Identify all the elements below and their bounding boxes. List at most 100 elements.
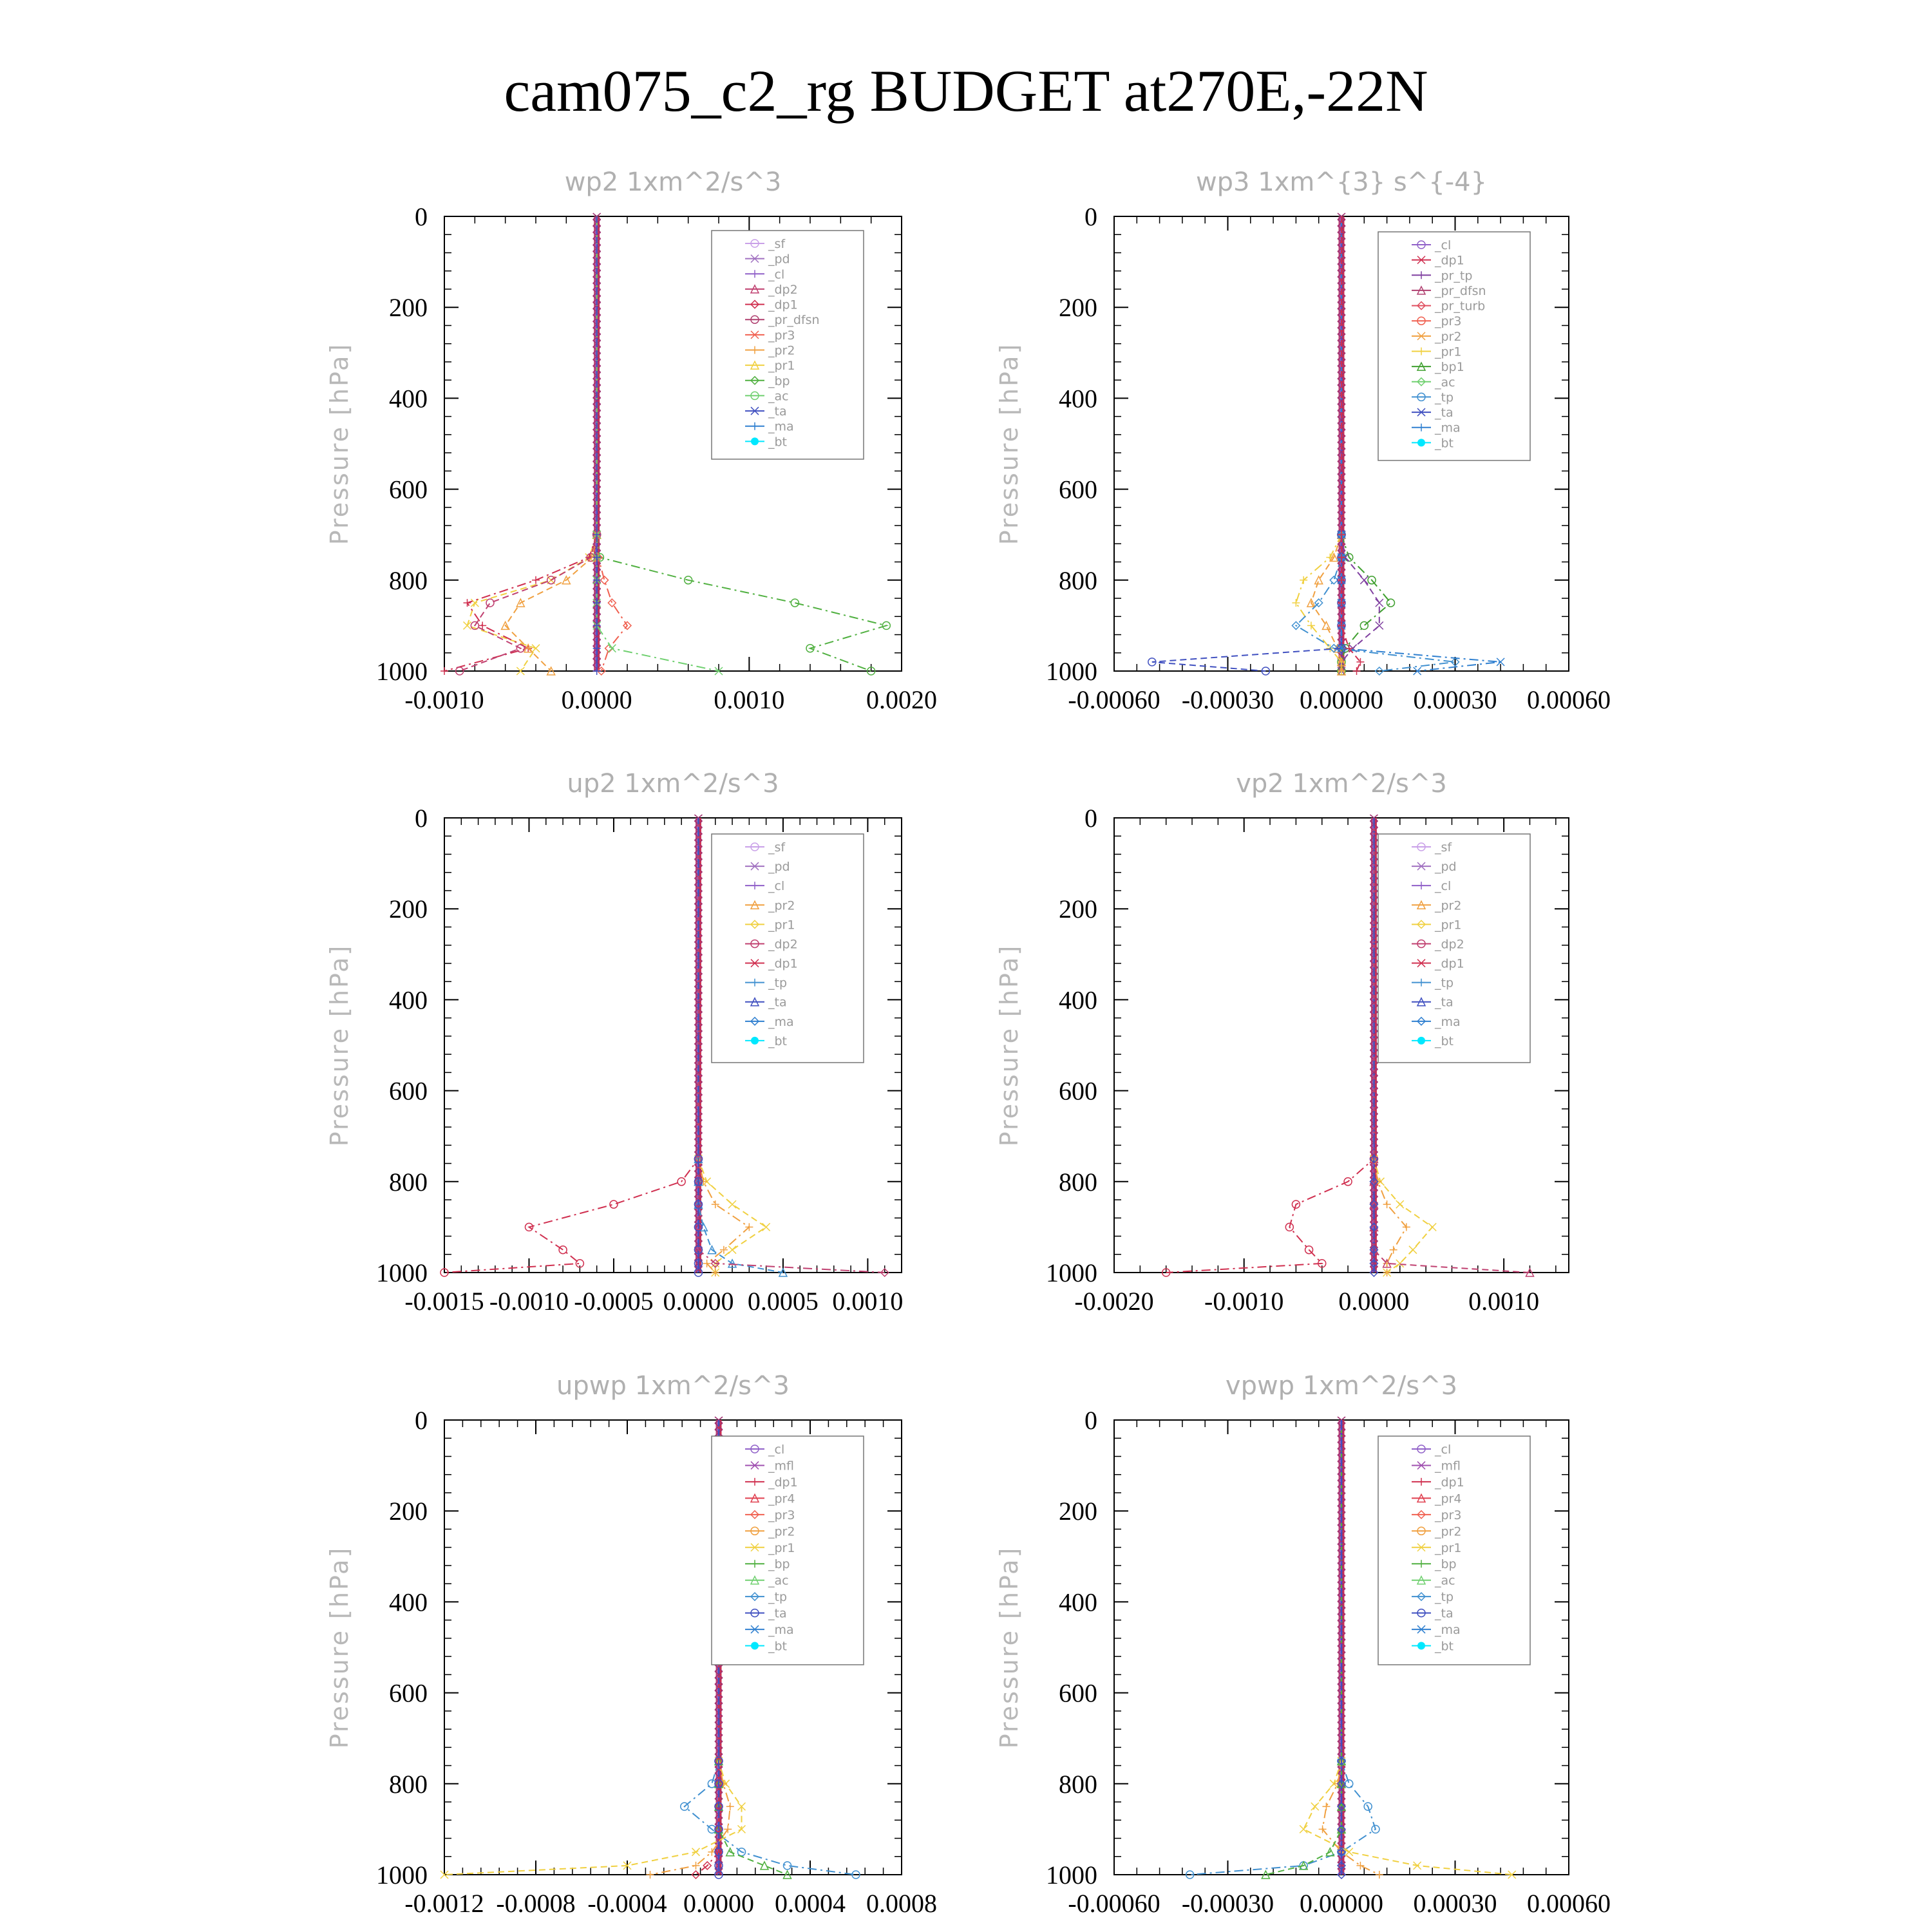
x-tick-label: 0.00030 bbox=[1414, 1889, 1497, 1918]
legend-marker bbox=[750, 1592, 760, 1602]
legend-label: _sf bbox=[768, 840, 786, 855]
y-tick-label: 600 bbox=[1059, 1077, 1097, 1106]
x-tick-label: 0.0010 bbox=[1468, 1287, 1539, 1316]
zero-line-marker bbox=[592, 448, 601, 456]
legend-label: _pr2 bbox=[768, 1524, 795, 1539]
legend-marker bbox=[750, 1016, 760, 1026]
x-tick-label: -0.0005 bbox=[574, 1287, 653, 1316]
panel-title: up2 1xm^2/s^3 bbox=[567, 769, 779, 799]
series-point-_pr2 bbox=[1383, 1259, 1391, 1267]
series-point-_pr1 bbox=[440, 1870, 449, 1879]
legend-marker bbox=[1416, 1575, 1426, 1585]
series-line-_dp1 bbox=[444, 818, 699, 1273]
zero-line-marker bbox=[694, 1266, 703, 1274]
series-point-_pr1 bbox=[691, 1848, 701, 1857]
legend-label: _cl bbox=[768, 879, 784, 893]
legend-label: _pr1 bbox=[1434, 918, 1461, 932]
series-point-_pr2 bbox=[711, 1200, 719, 1209]
zero-line-marker bbox=[1369, 1260, 1378, 1267]
plot-panel-6: vpwp 1xm^2/s^3 Pressure [hPa] 0 200 400 600 80… bbox=[995, 1371, 1611, 1918]
x-tick-label: 0.00060 bbox=[1527, 685, 1611, 714]
legend-marker bbox=[1417, 271, 1425, 279]
legend-label: _dp1 bbox=[768, 1475, 798, 1490]
zero-line-marker bbox=[1337, 1836, 1346, 1844]
y-tick-label: 800 bbox=[1059, 1770, 1097, 1799]
legend-marker bbox=[750, 1625, 759, 1634]
legend-marker bbox=[1417, 1444, 1426, 1454]
series-point-_pr2 bbox=[1356, 1861, 1365, 1870]
legend-marker bbox=[1417, 392, 1426, 402]
series-point-_dp1 bbox=[575, 1259, 585, 1268]
series-point-_ta bbox=[694, 1268, 703, 1277]
y-tick-label: 200 bbox=[1059, 293, 1097, 322]
legend-marker bbox=[750, 1510, 760, 1519]
legend-label: _dp1 bbox=[1434, 957, 1464, 971]
legend-marker bbox=[750, 375, 760, 385]
legend-marker bbox=[1417, 1477, 1425, 1486]
legend-label: _pr1 bbox=[1434, 345, 1461, 359]
x-tick-label: 0.0000 bbox=[562, 685, 632, 714]
y-axis-label: Pressure [hPa] bbox=[325, 1546, 354, 1749]
series-point-_pr2 bbox=[516, 598, 526, 607]
legend-label: _cl bbox=[1434, 879, 1451, 893]
legend-marker bbox=[1416, 1510, 1426, 1519]
series-point-_pr1 bbox=[1428, 1222, 1437, 1231]
y-tick-label: 200 bbox=[389, 293, 428, 322]
series-point-_pr1 bbox=[531, 644, 540, 653]
series-point-_pr2 bbox=[1306, 598, 1316, 607]
series-point-_pr3 bbox=[607, 598, 617, 608]
series-point-_tp bbox=[707, 1824, 717, 1834]
legend-marker bbox=[751, 1642, 759, 1650]
legend-marker bbox=[750, 920, 760, 929]
legend-label: _ta bbox=[1434, 996, 1454, 1010]
series-point-_pr1 bbox=[1508, 1870, 1517, 1879]
legend-label: _mfl bbox=[1434, 1459, 1461, 1473]
series-point-_pr1 bbox=[1396, 1259, 1405, 1268]
series-point-_pr2 bbox=[726, 1803, 734, 1811]
legend-marker bbox=[1417, 332, 1426, 341]
y-tick-label: 1000 bbox=[376, 1258, 428, 1287]
zero-line-marker bbox=[714, 1671, 723, 1678]
series-line-_pr_tp bbox=[1341, 216, 1380, 671]
series-point-_pr1 bbox=[728, 1245, 737, 1255]
y-tick-label: 0 bbox=[1084, 1406, 1097, 1435]
series-point-_tp bbox=[1345, 1779, 1354, 1788]
zero-line-marker bbox=[694, 1018, 703, 1025]
legend-label: _pr2 bbox=[1434, 1524, 1461, 1539]
x-tick-label: -0.0020 bbox=[1074, 1287, 1153, 1316]
legend-label: _pr1 bbox=[768, 359, 795, 373]
series-line-_pr1 bbox=[444, 1420, 743, 1875]
legend-marker bbox=[750, 939, 759, 949]
legend-label: _sf bbox=[768, 237, 786, 251]
series-point-_tp bbox=[699, 1222, 708, 1232]
series-point-_dp2 bbox=[1382, 1258, 1392, 1268]
series-point-_bp bbox=[1261, 1870, 1271, 1879]
y-tick-label: 200 bbox=[1059, 895, 1097, 923]
series-point-_pr2 bbox=[1322, 1803, 1331, 1811]
series-point-_pr1 bbox=[737, 1802, 746, 1811]
legend-marker bbox=[1417, 347, 1425, 355]
legend-label: _pr1 bbox=[1434, 1541, 1461, 1555]
series-point-_ta bbox=[592, 621, 601, 630]
legend-label: _ma bbox=[768, 1623, 794, 1637]
series-point-_ta bbox=[1369, 1222, 1379, 1232]
series-point-_pr3 bbox=[622, 621, 632, 630]
legend-marker bbox=[1417, 1543, 1426, 1552]
legend-label: _pr2 bbox=[768, 898, 795, 913]
series-point-_dp2 bbox=[710, 1258, 720, 1268]
legend-label: _bt bbox=[768, 435, 787, 449]
series-point-_ta bbox=[1336, 1847, 1347, 1857]
series-point-_ta bbox=[1369, 1177, 1379, 1186]
legend-marker bbox=[750, 330, 759, 339]
legend-marker bbox=[1416, 920, 1426, 929]
series-point-_dp1 bbox=[478, 621, 487, 630]
zero-line-marker bbox=[1337, 1855, 1346, 1863]
y-tick-label: 200 bbox=[389, 895, 428, 923]
legend-label: _ta bbox=[1434, 406, 1454, 420]
series-point-_ta bbox=[1369, 1245, 1379, 1255]
y-tick-label: 1000 bbox=[376, 1861, 428, 1889]
legend-label: _ma bbox=[768, 1015, 794, 1029]
zero-line-marker bbox=[1369, 1018, 1378, 1025]
series-point-_pr_tp bbox=[1375, 598, 1384, 607]
legend-marker bbox=[751, 437, 759, 446]
